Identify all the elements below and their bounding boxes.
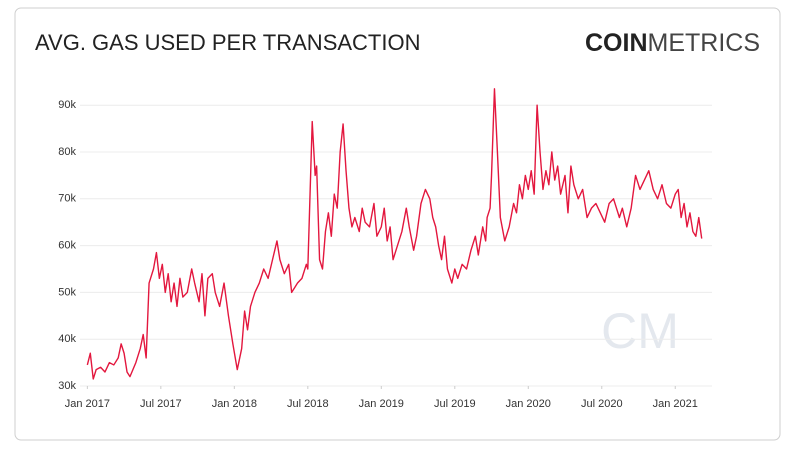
x-tick-label: Jan 2018 (212, 398, 257, 410)
y-tick-label: 50k (58, 286, 76, 298)
watermark: CM (601, 303, 679, 359)
chart-title: AVG. GAS USED PER TRANSACTION (35, 30, 420, 55)
x-tick-label: Jan 2017 (65, 398, 110, 410)
y-tick-label: 40k (58, 333, 76, 345)
brand-bold: COIN (585, 29, 648, 57)
x-tick-label: Jan 2019 (359, 398, 404, 410)
x-tick-label: Jul 2020 (581, 398, 623, 410)
x-tick-label: Jul 2019 (434, 398, 476, 410)
x-tick-label: Jan 2020 (506, 398, 551, 410)
y-tick-label: 70k (58, 193, 76, 205)
y-tick-label: 90k (58, 99, 76, 111)
y-tick-label: 30k (58, 380, 76, 392)
card-border (14, 7, 781, 441)
x-tick-label: Jul 2017 (140, 398, 182, 410)
data-line (86, 88, 703, 380)
y-tick-label: 60k (58, 240, 76, 252)
x-tick-label: Jul 2018 (287, 398, 329, 410)
x-tick-label: Jan 2021 (653, 398, 698, 410)
y-tick-label: 80k (58, 146, 76, 158)
brand-light: METRICS (648, 29, 761, 57)
brand-logo: COINMETRICS (585, 29, 760, 57)
